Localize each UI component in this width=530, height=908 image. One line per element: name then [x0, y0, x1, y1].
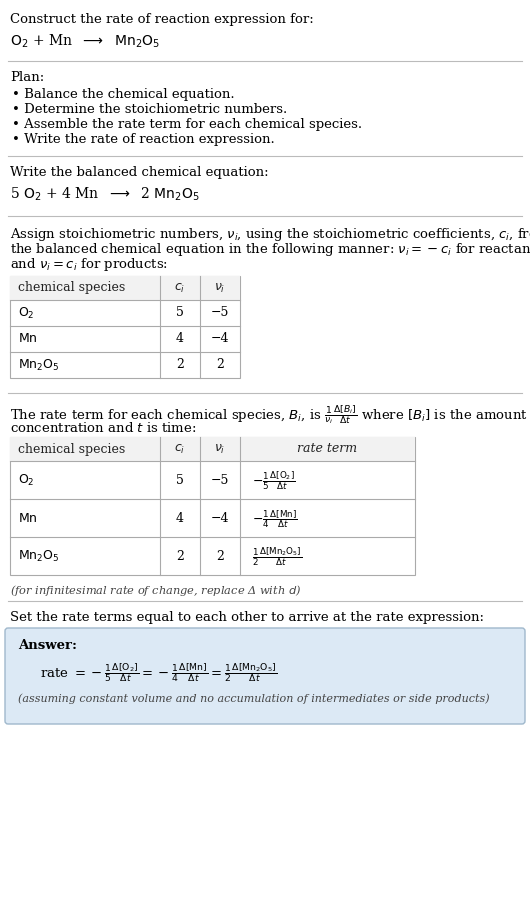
Text: rate term: rate term: [297, 442, 358, 456]
Text: Plan:: Plan:: [10, 71, 44, 84]
Bar: [10, 276, 240, 300]
Text: • Assemble the rate term for each chemical species.: • Assemble the rate term for each chemic…: [12, 118, 362, 131]
Text: −5: −5: [211, 307, 229, 320]
Text: • Determine the stoichiometric numbers.: • Determine the stoichiometric numbers.: [12, 103, 287, 116]
Text: −4: −4: [211, 332, 229, 346]
Text: Set the rate terms equal to each other to arrive at the rate expression:: Set the rate terms equal to each other t…: [10, 611, 484, 624]
Text: (assuming constant volume and no accumulation of intermediates or side products): (assuming constant volume and no accumul…: [18, 693, 490, 704]
Text: $c_i$: $c_i$: [174, 281, 186, 294]
Text: 5: 5: [176, 473, 184, 487]
Text: $\mathrm{Mn_2O_5}$: $\mathrm{Mn_2O_5}$: [18, 548, 59, 564]
Text: $\mathrm{O_2}$: $\mathrm{O_2}$: [18, 305, 34, 321]
Text: chemical species: chemical species: [18, 281, 125, 294]
Text: $\mathrm{Mn}$: $\mathrm{Mn}$: [18, 511, 38, 525]
Text: chemical species: chemical species: [18, 442, 125, 456]
Text: $c_i$: $c_i$: [174, 442, 186, 456]
Text: Assign stoichiometric numbers, $\nu_i$, using the stoichiometric coefficients, $: Assign stoichiometric numbers, $\nu_i$, …: [10, 226, 530, 243]
FancyBboxPatch shape: [5, 628, 525, 724]
Text: −4: −4: [211, 511, 229, 525]
Text: Write the balanced chemical equation:: Write the balanced chemical equation:: [10, 166, 269, 179]
Text: $\mathrm{O_2}$ + Mn  $\longrightarrow$  $\mathrm{Mn_2O_5}$: $\mathrm{O_2}$ + Mn $\longrightarrow$ $\…: [10, 33, 160, 51]
Text: $\nu_i$: $\nu_i$: [214, 281, 226, 294]
Text: 2: 2: [176, 549, 184, 562]
Text: 4: 4: [176, 511, 184, 525]
Text: 2: 2: [216, 359, 224, 371]
Text: Answer:: Answer:: [18, 639, 77, 652]
Text: concentration and $t$ is time:: concentration and $t$ is time:: [10, 421, 197, 435]
Text: 2: 2: [216, 549, 224, 562]
Text: $-\frac{1}{5}\frac{\Delta[\mathrm{O_2}]}{\Delta t}$: $-\frac{1}{5}\frac{\Delta[\mathrm{O_2}]}…: [252, 469, 296, 492]
Text: $\nu_i$: $\nu_i$: [214, 442, 226, 456]
Text: rate $= -\frac{1}{5}\frac{\Delta[\mathrm{O_2}]}{\Delta t} = -\frac{1}{4}\frac{\D: rate $= -\frac{1}{5}\frac{\Delta[\mathrm…: [40, 661, 277, 684]
Text: −5: −5: [211, 473, 229, 487]
Text: The rate term for each chemical species, $B_i$, is $\frac{1}{\nu_i}\frac{\Delta[: The rate term for each chemical species,…: [10, 403, 528, 426]
Text: 5: 5: [176, 307, 184, 320]
Text: the balanced chemical equation in the following manner: $\nu_i = -c_i$ for react: the balanced chemical equation in the fo…: [10, 241, 530, 258]
Text: 2: 2: [176, 359, 184, 371]
Text: Construct the rate of reaction expression for:: Construct the rate of reaction expressio…: [10, 13, 314, 26]
Bar: [10, 437, 415, 575]
Text: $-\frac{1}{4}\frac{\Delta[\mathrm{Mn}]}{\Delta t}$: $-\frac{1}{4}\frac{\Delta[\mathrm{Mn}]}{…: [252, 508, 297, 530]
Text: and $\nu_i = c_i$ for products:: and $\nu_i = c_i$ for products:: [10, 256, 168, 273]
Text: • Balance the chemical equation.: • Balance the chemical equation.: [12, 88, 235, 101]
Text: $\mathrm{Mn_2O_5}$: $\mathrm{Mn_2O_5}$: [18, 358, 59, 372]
Text: $\mathrm{O_2}$: $\mathrm{O_2}$: [18, 472, 34, 488]
Text: 5 $\mathrm{O_2}$ + 4 Mn  $\longrightarrow$  2 $\mathrm{Mn_2O_5}$: 5 $\mathrm{O_2}$ + 4 Mn $\longrightarrow…: [10, 186, 200, 203]
Bar: [10, 276, 240, 378]
Text: 4: 4: [176, 332, 184, 346]
Text: $\mathrm{Mn}$: $\mathrm{Mn}$: [18, 332, 38, 346]
Text: • Write the rate of reaction expression.: • Write the rate of reaction expression.: [12, 133, 275, 146]
Text: $\frac{1}{2}\frac{\Delta[\mathrm{Mn_2O_5}]}{\Delta t}$: $\frac{1}{2}\frac{\Delta[\mathrm{Mn_2O_5…: [252, 546, 303, 568]
Bar: [10, 437, 415, 461]
Text: (for infinitesimal rate of change, replace Δ with $d$): (for infinitesimal rate of change, repla…: [10, 583, 301, 598]
